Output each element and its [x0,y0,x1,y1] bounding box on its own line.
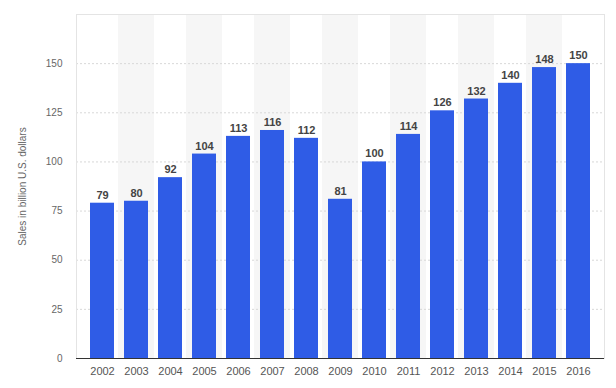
svg-text:2015: 2015 [532,365,556,377]
svg-text:2007: 2007 [260,365,284,377]
svg-text:2012: 2012 [430,365,454,377]
svg-text:116: 116 [264,116,282,128]
svg-text:92: 92 [164,163,176,175]
svg-text:2004: 2004 [158,365,182,377]
svg-text:2009: 2009 [328,365,352,377]
svg-text:150: 150 [569,49,587,61]
svg-text:50: 50 [51,254,63,265]
svg-text:2002: 2002 [90,365,114,377]
svg-text:2010: 2010 [362,365,386,377]
svg-text:113: 113 [230,122,248,134]
svg-text:150: 150 [46,58,63,69]
svg-text:0: 0 [57,353,63,364]
svg-text:79: 79 [96,189,108,201]
svg-text:81: 81 [334,185,346,197]
svg-text:100: 100 [365,147,383,159]
svg-text:2014: 2014 [498,365,522,377]
svg-text:126: 126 [433,96,451,108]
svg-text:112: 112 [298,124,316,136]
svg-text:104: 104 [195,140,214,152]
svg-text:2011: 2011 [397,365,421,377]
svg-text:80: 80 [130,187,142,199]
svg-text:140: 140 [501,69,519,81]
svg-text:2003: 2003 [124,365,148,377]
svg-text:2006: 2006 [226,365,250,377]
svg-text:2005: 2005 [192,365,216,377]
svg-text:25: 25 [51,304,63,315]
svg-text:125: 125 [46,107,63,118]
svg-text:75: 75 [51,205,63,216]
svg-text:2008: 2008 [294,365,318,377]
svg-text:148: 148 [535,53,553,65]
svg-text:2013: 2013 [464,365,488,377]
svg-text:132: 132 [467,85,485,97]
svg-text:114: 114 [400,120,419,132]
svg-text:Sales in billion U.S. dollars: Sales in billion U.S. dollars [17,127,28,245]
svg-text:100: 100 [46,156,63,167]
svg-text:2016: 2016 [566,365,590,377]
